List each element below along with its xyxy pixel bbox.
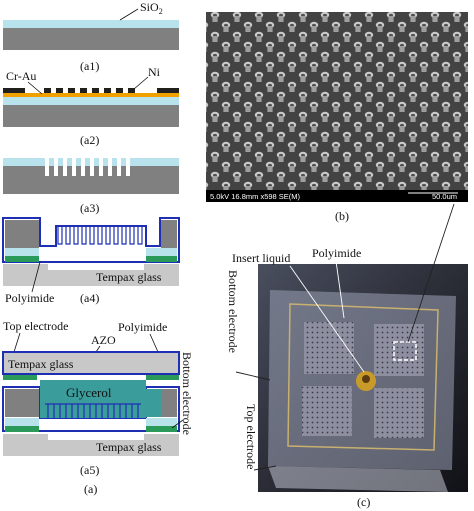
panel-label-a3: (a3) xyxy=(80,201,99,215)
silicon-right-a5 xyxy=(161,389,177,417)
sem-image xyxy=(206,12,468,202)
insert-port-core xyxy=(362,375,370,383)
sio2-right-a5 xyxy=(146,418,177,426)
glycerol-region xyxy=(40,380,146,418)
panel-label-b: (b) xyxy=(335,209,349,223)
sem-info-text: 5.0kV 16.8mm x598 SE(M) xyxy=(210,192,301,201)
azo-electrode-left xyxy=(3,375,37,380)
ni-label: Ni xyxy=(148,65,161,79)
silicon-left xyxy=(5,220,39,248)
polyimide-film xyxy=(2,217,180,263)
pad-bottom-right xyxy=(374,388,424,438)
sio2-layer xyxy=(3,97,179,105)
photo-polyimide-label: Polyimide xyxy=(312,246,361,260)
top-electrode-right xyxy=(146,256,177,262)
ni-leader-line xyxy=(133,76,149,90)
panel-a4: Tempax glass Polyimide (a4) xyxy=(2,217,180,305)
panel-label-a4: (a4) xyxy=(80,291,99,305)
glycerol-label: Glycerol xyxy=(66,385,112,400)
photo-polyimide-leader-line xyxy=(335,260,345,319)
silicon-substrate xyxy=(3,105,179,127)
cr-au-layer xyxy=(3,93,179,97)
polyimide-label: Polyimide xyxy=(5,291,54,305)
polyimide-label-a5: Polyimide xyxy=(118,320,167,334)
panel-c: Insert liquid Polyimide Bottom electrode… xyxy=(226,203,468,509)
sio2-left xyxy=(5,248,39,256)
highlight-box xyxy=(393,341,417,361)
panel-b: 5.0kV 16.8mm x598 SE(M) 50.0um (b) xyxy=(206,12,468,223)
silicon-right xyxy=(161,220,177,248)
glass-recess xyxy=(48,264,144,270)
azo-electrode-right xyxy=(146,375,179,380)
silicon-left-a5 xyxy=(5,389,39,417)
sio2-layer xyxy=(3,20,179,28)
polyimide-a5-leader-line xyxy=(149,333,159,353)
cr-au-leader-line xyxy=(27,81,43,95)
panel-a2: Cr-Au Ni (a2) xyxy=(3,65,179,147)
bottom-electrode-right xyxy=(146,426,177,432)
tempax-bottom-label: Tempax glass xyxy=(96,440,162,454)
panel-a1: SiO2 (a1) xyxy=(3,0,179,73)
bottom-glass-edge xyxy=(268,466,448,492)
panel-label-a: (a) xyxy=(84,482,97,496)
photo-top-electrode-label: Top electrode xyxy=(244,404,258,469)
glycerol-side xyxy=(146,389,161,417)
pad-top-left xyxy=(304,322,354,374)
insert-liquid-label: Insert liquid xyxy=(232,251,290,265)
top-electrode-label: Top electrode xyxy=(3,319,68,333)
panel-label-a2: (a2) xyxy=(80,133,99,147)
bottom-electrode-leader-line xyxy=(171,419,184,429)
bottom-electrode-left xyxy=(5,426,39,432)
sio2-leader-line xyxy=(119,8,139,21)
panel-a3: (a3) xyxy=(3,156,179,215)
etched-holes xyxy=(45,156,130,176)
silicon-substrate xyxy=(3,28,179,50)
photo-bottom-electrode-leader-line xyxy=(235,371,271,381)
tempax-top-label: Tempax glass xyxy=(8,357,74,371)
polyimide-border xyxy=(287,303,439,451)
cr-au-label: Cr-Au xyxy=(6,69,36,83)
photo-top-electrode-leader-line xyxy=(253,465,277,471)
sio2-left-a5 xyxy=(5,418,39,426)
nickel-pad-left xyxy=(3,88,25,93)
pad-bottom-left xyxy=(302,386,352,436)
top-electrode-left xyxy=(5,256,39,262)
panel-a5: Top electrode AZO Polyimide Tempax glass… xyxy=(2,319,194,496)
top-electrode-leader-line xyxy=(13,332,21,353)
sem-shade xyxy=(206,12,468,202)
sio2-label: SiO2 xyxy=(140,0,163,16)
polyimide-leader-line xyxy=(31,261,41,293)
photo-bottom-electrode-label: Bottom electrode xyxy=(226,270,240,353)
pillar-array xyxy=(57,226,143,245)
sem-info-bar xyxy=(206,190,468,202)
panel-label-a1: (a1) xyxy=(80,59,99,73)
panel-label-a5: (a5) xyxy=(80,463,99,477)
panel-label-c: (c) xyxy=(357,495,370,509)
bottom-electrode-vertical-label: Bottom electrode xyxy=(180,352,194,435)
tempax-label: Tempax glass xyxy=(96,270,162,284)
sem-scale-text: 50.0um xyxy=(432,192,457,201)
glass-recess-a5 xyxy=(48,434,144,440)
top-polyimide-outline xyxy=(2,351,180,375)
nickel-pad-right xyxy=(157,88,179,93)
zoom-leader-line xyxy=(407,203,455,343)
pillar-array-a5 xyxy=(45,403,141,418)
nickel-dots xyxy=(44,88,135,93)
azo-label: AZO xyxy=(91,333,116,347)
insert-liquid-leader-line xyxy=(289,265,365,373)
sio2-right xyxy=(146,248,177,256)
